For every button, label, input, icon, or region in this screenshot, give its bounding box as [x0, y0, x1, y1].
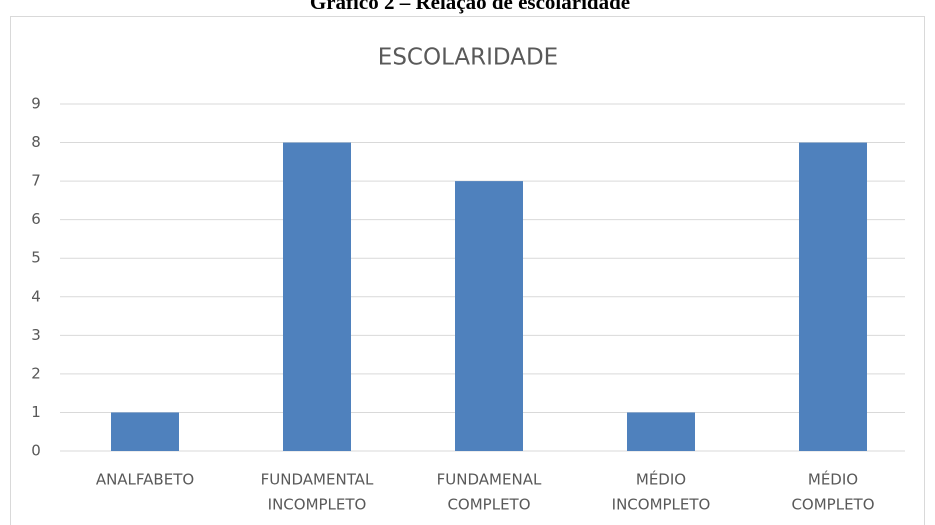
bar — [627, 412, 695, 451]
caption: Gráfico 2 – Relação de escolaridade — [310, 0, 630, 14]
bar — [799, 142, 867, 452]
y-tick-label: 2 — [31, 364, 41, 382]
y-tick-label: 6 — [31, 210, 41, 228]
x-tick-label: INCOMPLETO — [268, 496, 367, 514]
y-tick-label: 3 — [31, 326, 41, 344]
chart-title: ESCOLARIDADE — [378, 45, 558, 71]
y-tick-label: 1 — [31, 403, 41, 421]
y-tick-label: 4 — [31, 287, 41, 305]
x-tick-label: MÉDIO — [808, 470, 858, 489]
y-tick-label: 0 — [31, 442, 41, 460]
x-tick-label: FUNDAMENTAL — [261, 471, 374, 489]
x-tick-label: MÉDIO — [636, 470, 686, 489]
x-tick-label: INCOMPLETO — [612, 496, 711, 514]
x-tick-label: COMPLETO — [791, 496, 874, 514]
y-tick-label: 8 — [31, 133, 41, 151]
x-tick-label: ANALFABETO — [96, 471, 194, 489]
y-tick-label: 5 — [31, 249, 41, 267]
y-tick-label: 7 — [31, 172, 41, 190]
bar — [455, 181, 523, 451]
x-tick-label: FUNDAMENAL — [437, 471, 542, 489]
y-tick-label: 9 — [31, 95, 41, 113]
bar — [111, 412, 179, 451]
bar — [283, 142, 351, 452]
x-tick-label: COMPLETO — [447, 496, 530, 514]
